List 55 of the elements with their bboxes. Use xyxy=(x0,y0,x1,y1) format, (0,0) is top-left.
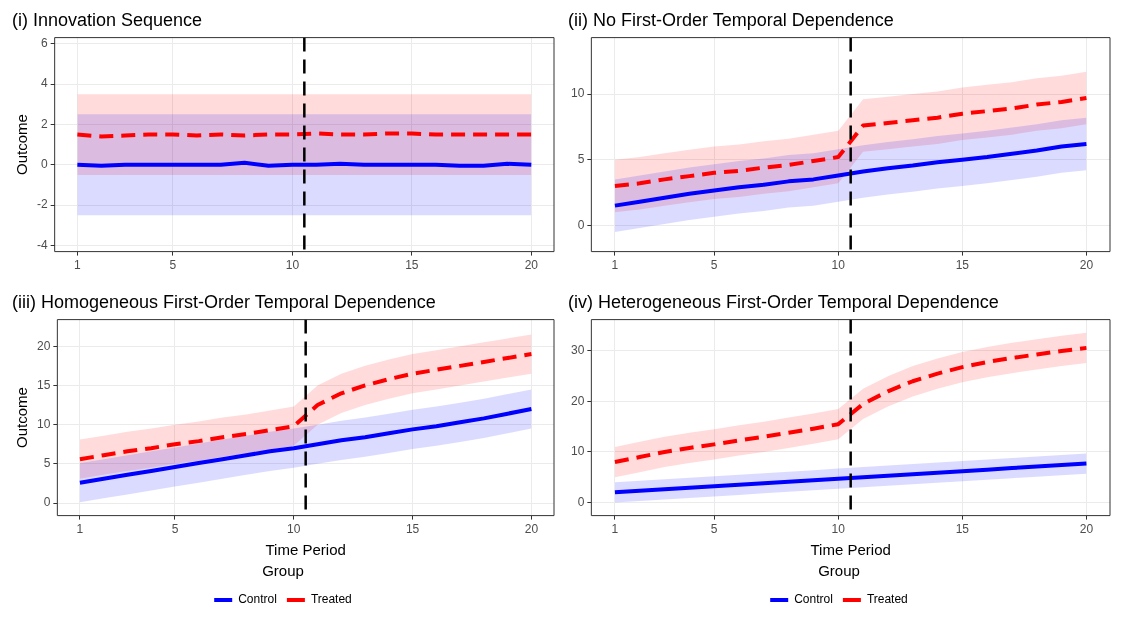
y-tick-label: 10 xyxy=(570,86,585,101)
x-tick-label: 5 xyxy=(171,522,179,537)
x-tick-label: 1 xyxy=(76,522,84,537)
x-tick-label: 20 xyxy=(1079,258,1094,273)
y-axis-title: Outcome xyxy=(13,114,31,176)
x-tick-label: 20 xyxy=(1079,522,1094,537)
legend-label: Treated xyxy=(866,592,908,607)
legend-title: Group xyxy=(818,561,860,579)
line-series xyxy=(612,345,1089,465)
y-tick-label: 5 xyxy=(43,456,51,471)
x-tick-label: 1 xyxy=(611,258,619,273)
x-axis-title: Time Period xyxy=(810,541,891,559)
y-tick-label: 0 xyxy=(577,217,585,232)
x-tick-label: 15 xyxy=(955,258,970,273)
y-tick-label: 0 xyxy=(43,495,51,510)
line-series xyxy=(612,95,1089,188)
x-tick-label: 5 xyxy=(710,522,718,537)
x-tick-label: 15 xyxy=(955,522,970,537)
y-tick-label: 20 xyxy=(570,393,585,408)
x-tick-label: 10 xyxy=(831,522,846,537)
x-tick-label: 20 xyxy=(524,258,539,273)
x-tick-label: 15 xyxy=(405,522,420,537)
legend-label: Treated xyxy=(310,592,352,607)
y-tick-label: 10 xyxy=(36,416,51,431)
chart-title: (iii) Homogeneous First-Order Temporal Dependence xyxy=(12,291,436,312)
y-axis-title: Outcome xyxy=(13,387,31,449)
x-axis-title: Time Period xyxy=(265,541,346,559)
y-tick-label: 20 xyxy=(36,338,51,353)
x-tick-label: 5 xyxy=(169,258,177,273)
legend-label: Control xyxy=(794,592,833,607)
legend-title: Group xyxy=(262,561,304,579)
x-tick-label: 1 xyxy=(74,258,82,273)
y-tick-label: 10 xyxy=(570,444,585,459)
x-tick-label: 10 xyxy=(287,522,301,537)
chart-title: (i) Innovation Sequence xyxy=(12,9,203,30)
y-tick-label: 30 xyxy=(570,343,585,358)
y-tick-label: 4 xyxy=(40,76,48,91)
x-tick-label: 1 xyxy=(611,522,619,537)
x-tick-label: 15 xyxy=(405,258,419,273)
y-tick-label: 15 xyxy=(36,377,51,392)
y-tick-label: 0 xyxy=(40,157,48,172)
x-tick-label: 5 xyxy=(710,258,718,273)
y-tick-label: -4 xyxy=(37,237,48,252)
line-series xyxy=(77,352,534,462)
x-tick-label: 10 xyxy=(285,258,300,273)
x-tick-label: 20 xyxy=(524,522,539,537)
x-tick-label: 10 xyxy=(831,258,846,273)
y-tick-label: 6 xyxy=(40,35,48,50)
y-tick-label: 0 xyxy=(577,494,585,509)
y-tick-label: -2 xyxy=(37,197,48,212)
legend-label: Control xyxy=(238,592,277,607)
y-tick-label: 2 xyxy=(40,116,48,131)
y-tick-label: 5 xyxy=(577,152,585,167)
chart-title: (ii) No First-Order Temporal Dependence xyxy=(568,9,894,30)
chart-title: (iv) Heterogeneous First-Order Temporal Dependence xyxy=(568,291,999,312)
